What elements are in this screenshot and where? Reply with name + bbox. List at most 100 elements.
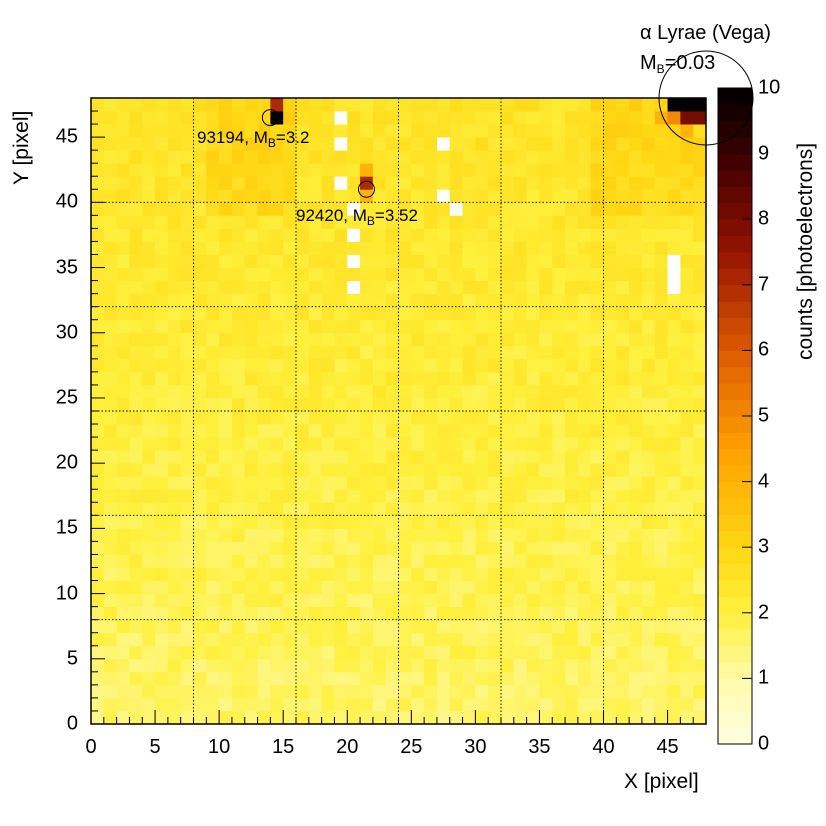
heatmap-cell — [347, 241, 361, 255]
heatmap-cell — [501, 150, 515, 164]
heatmap-cell — [142, 684, 156, 699]
heatmap-cell — [103, 98, 118, 112]
heatmap-cell — [590, 371, 604, 386]
heatmap-cell — [347, 684, 361, 699]
heatmap-cell — [296, 306, 310, 321]
heatmap-cell — [308, 580, 323, 594]
heatmap-cell — [641, 241, 656, 255]
heatmap-cell — [219, 554, 233, 568]
heatmap-cell — [180, 215, 194, 229]
heatmap-cell — [321, 319, 335, 334]
heatmap-cell — [590, 502, 604, 516]
heatmap-cell — [244, 150, 258, 164]
heatmap-cell — [283, 697, 297, 712]
heatmap-cell — [577, 267, 592, 281]
heatmap-cell — [539, 671, 553, 686]
heatmap-cell — [654, 645, 668, 660]
heatmap-cell — [629, 163, 643, 177]
heatmap-cell — [501, 515, 515, 529]
heatmap-cell — [449, 710, 463, 725]
heatmap-cell — [475, 489, 489, 503]
heatmap-cell — [296, 293, 310, 308]
heatmap-cell — [654, 528, 668, 542]
heatmap-cell — [257, 606, 271, 621]
heatmap-cell — [629, 645, 643, 660]
heatmap-cell — [296, 606, 310, 621]
heatmap-cell — [116, 111, 130, 125]
heatmap-cell — [449, 345, 463, 360]
heatmap-cell — [385, 658, 399, 673]
heatmap-cell — [411, 371, 425, 386]
heatmap-cell — [629, 111, 643, 125]
heatmap-cell — [436, 632, 451, 647]
heatmap-cell — [667, 437, 681, 451]
heatmap-cell — [526, 450, 540, 464]
heatmap-cell — [398, 293, 412, 308]
heatmap-cell — [206, 541, 220, 555]
heatmap-cell — [360, 437, 374, 451]
heatmap-cell — [116, 176, 130, 190]
colorbar-tick-label: 9 — [758, 142, 770, 165]
heatmap-cell — [180, 254, 194, 268]
heatmap-cell — [244, 567, 258, 581]
colorbar-tick-label: 3 — [758, 535, 770, 558]
heatmap-cell — [231, 424, 246, 438]
heatmap-cell — [616, 684, 630, 699]
heatmap-cell — [244, 202, 258, 216]
annotation-vega-mag-tail: =0.03 — [664, 52, 716, 74]
heatmap-cell — [526, 645, 540, 660]
heatmap-cell — [539, 424, 553, 438]
heatmap-cell — [475, 476, 489, 490]
heatmap-cell — [91, 202, 105, 216]
heatmap-cell — [167, 384, 182, 399]
heatmap-cell — [193, 606, 207, 621]
heatmap-cell — [680, 189, 694, 203]
heatmap-cell — [334, 658, 348, 673]
heatmap-cell — [398, 658, 412, 673]
heatmap-cell — [411, 163, 425, 177]
heatmap-cell — [283, 124, 297, 138]
heatmap-cell — [603, 476, 617, 490]
heatmap-cell — [680, 137, 694, 151]
heatmap-cell — [539, 371, 553, 386]
heatmap-cell — [103, 684, 118, 699]
heatmap-cell — [193, 684, 207, 699]
heatmap-cell — [91, 593, 105, 608]
heatmap-cell — [270, 137, 284, 151]
heatmap-cell — [283, 215, 297, 229]
heatmap-cell — [193, 658, 207, 673]
heatmap-cell — [667, 228, 681, 242]
heatmap-cell — [244, 476, 258, 490]
heatmap-cell — [116, 137, 130, 151]
heatmap-cell — [257, 267, 271, 281]
heatmap-cell — [526, 697, 540, 712]
heatmap-cell — [91, 267, 105, 281]
heatmap-cell — [360, 228, 374, 242]
colorbar-segment — [718, 235, 752, 253]
heatmap-cell — [590, 437, 604, 451]
heatmap-cell — [552, 176, 566, 190]
heatmap-cell — [513, 710, 528, 725]
heatmap-cell — [641, 98, 656, 112]
heatmap-cell — [577, 111, 592, 125]
heatmap-cell — [206, 371, 220, 386]
heatmap-cell — [193, 528, 207, 542]
heatmap-cell — [283, 528, 297, 542]
heatmap-cell — [436, 645, 451, 660]
heatmap-cell — [552, 411, 566, 425]
heatmap-cell — [257, 371, 271, 386]
heatmap-cell — [129, 215, 143, 229]
heatmap-cell — [501, 463, 515, 477]
heatmap-cell — [654, 463, 668, 477]
heatmap-cell — [206, 411, 220, 425]
heatmap-cell — [308, 137, 323, 151]
heatmap-cell — [590, 645, 604, 660]
heatmap-cell — [155, 658, 169, 673]
heatmap-cell — [667, 150, 681, 164]
heatmap-cell — [616, 215, 630, 229]
heatmap-cell — [552, 111, 566, 125]
heatmap-cell — [347, 228, 361, 242]
heatmap-cell — [565, 502, 579, 516]
heatmap-cell — [142, 463, 156, 477]
heatmap-cell — [552, 528, 566, 542]
